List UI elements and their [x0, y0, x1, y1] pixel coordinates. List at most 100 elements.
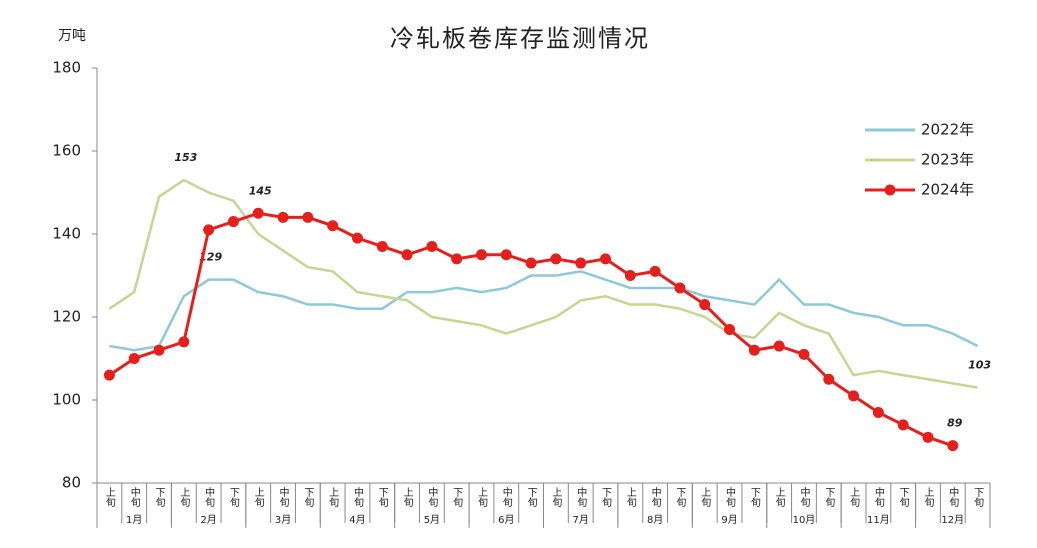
x-tick-label: 下旬 [451, 487, 463, 508]
y-tick-label: 160 [52, 142, 81, 160]
data-label: 153 [174, 151, 197, 164]
series-marker [302, 211, 314, 223]
x-tick-label: 下旬 [227, 487, 239, 508]
series-marker [724, 323, 736, 335]
series-marker [178, 336, 190, 348]
series-marker [872, 406, 884, 418]
series-marker [351, 232, 363, 244]
series-marker [252, 207, 264, 219]
series-marker [848, 390, 860, 402]
x-tick-label: 中旬 [351, 486, 363, 508]
x-tick-label: 下旬 [302, 487, 314, 508]
y-tick-label: 80 [62, 474, 81, 492]
group-label: 1月 [126, 514, 142, 526]
series-marker [600, 253, 612, 265]
series-marker [823, 373, 835, 385]
group-label: 11月 [867, 514, 890, 526]
x-tick-label: 中旬 [872, 486, 884, 508]
x-tick-label: 下旬 [600, 487, 612, 508]
x-tick-label: 中旬 [203, 486, 215, 508]
x-tick-label: 中旬 [724, 486, 736, 508]
group-label: 7月 [573, 514, 589, 526]
chart-title: 冷轧板卷库存监测情况 [390, 25, 650, 53]
series-marker [103, 369, 115, 381]
series-marker [500, 249, 512, 261]
group-label: 12月 [941, 514, 964, 526]
x-tick-label: 中旬 [649, 486, 661, 508]
x-tick-label: 下旬 [748, 487, 760, 508]
series-line [108, 178, 978, 389]
x-tick-label: 上旬 [699, 487, 711, 508]
series-marker [798, 348, 810, 360]
x-tick-label: 中旬 [575, 486, 587, 508]
x-tick-label: 上旬 [922, 487, 934, 508]
series-marker [525, 257, 537, 269]
series-marker [649, 265, 661, 277]
legend-label: 2023年 [921, 151, 974, 169]
series-marker [699, 299, 711, 311]
series-marker [897, 419, 909, 431]
series-marker [550, 253, 562, 265]
series-marker [624, 270, 636, 281]
x-tick-label: 上旬 [624, 487, 636, 508]
x-tick-label: 中旬 [128, 486, 140, 508]
x-tick-label: 上旬 [178, 487, 190, 508]
x-tick-label: 上旬 [252, 487, 264, 508]
x-tick-label: 中旬 [947, 486, 959, 508]
series-marker [227, 216, 239, 228]
group-label: 5月 [424, 514, 440, 526]
x-tick-label: 下旬 [674, 487, 686, 508]
data-label: 89 [947, 417, 963, 430]
x-tick-label: 下旬 [823, 487, 835, 508]
series-line [109, 270, 979, 352]
series-line [108, 211, 954, 448]
series-marker [451, 253, 463, 265]
x-tick-label: 上旬 [327, 487, 339, 508]
legend-label: 2024年 [921, 181, 974, 199]
series-marker [401, 249, 413, 261]
data-label: 103 [968, 359, 991, 372]
y-axis-label: 万吨 [58, 28, 86, 44]
y-tick-label: 140 [52, 225, 81, 243]
data-label: 129 [199, 251, 222, 264]
legend-marker [884, 184, 896, 196]
series-marker [426, 240, 438, 252]
series-marker [748, 344, 760, 356]
x-tick-label: 下旬 [525, 487, 537, 508]
series-marker [327, 220, 339, 232]
x-tick-label: 上旬 [475, 487, 487, 508]
group-label: 3月 [275, 514, 291, 526]
x-tick-label: 中旬 [500, 486, 512, 508]
x-tick-label: 下旬 [153, 487, 165, 508]
group-label: 8月 [647, 514, 663, 526]
group-label: 10月 [793, 514, 816, 526]
series-marker [376, 240, 388, 252]
x-tick-label: 上旬 [773, 487, 785, 508]
x-tick-label: 上旬 [103, 487, 115, 508]
group-label: 2月 [200, 514, 216, 526]
x-tick-label: 中旬 [798, 486, 810, 508]
y-tick-label: 120 [52, 308, 81, 326]
y-tick-label: 100 [52, 391, 81, 409]
series-marker [947, 440, 959, 452]
series-marker [277, 211, 289, 223]
series-marker [203, 224, 215, 236]
group-label: 9月 [721, 514, 737, 526]
series-marker [674, 282, 686, 294]
x-tick-label: 下旬 [972, 487, 984, 508]
data-label: 145 [249, 184, 272, 197]
x-tick-label: 中旬 [426, 486, 438, 508]
legend-label: 2022年 [921, 121, 974, 139]
series-marker [128, 353, 140, 364]
series-marker [475, 249, 487, 261]
x-tick-label: 下旬 [376, 487, 388, 508]
series-marker [922, 431, 934, 443]
x-tick-label: 中旬 [277, 486, 289, 508]
y-tick-label: 180 [52, 59, 81, 77]
series-marker [153, 344, 165, 356]
x-tick-label: 上旬 [550, 487, 562, 508]
x-tick-label: 上旬 [401, 487, 413, 508]
x-tick-label: 上旬 [848, 487, 860, 508]
group-label: 6月 [498, 514, 514, 526]
